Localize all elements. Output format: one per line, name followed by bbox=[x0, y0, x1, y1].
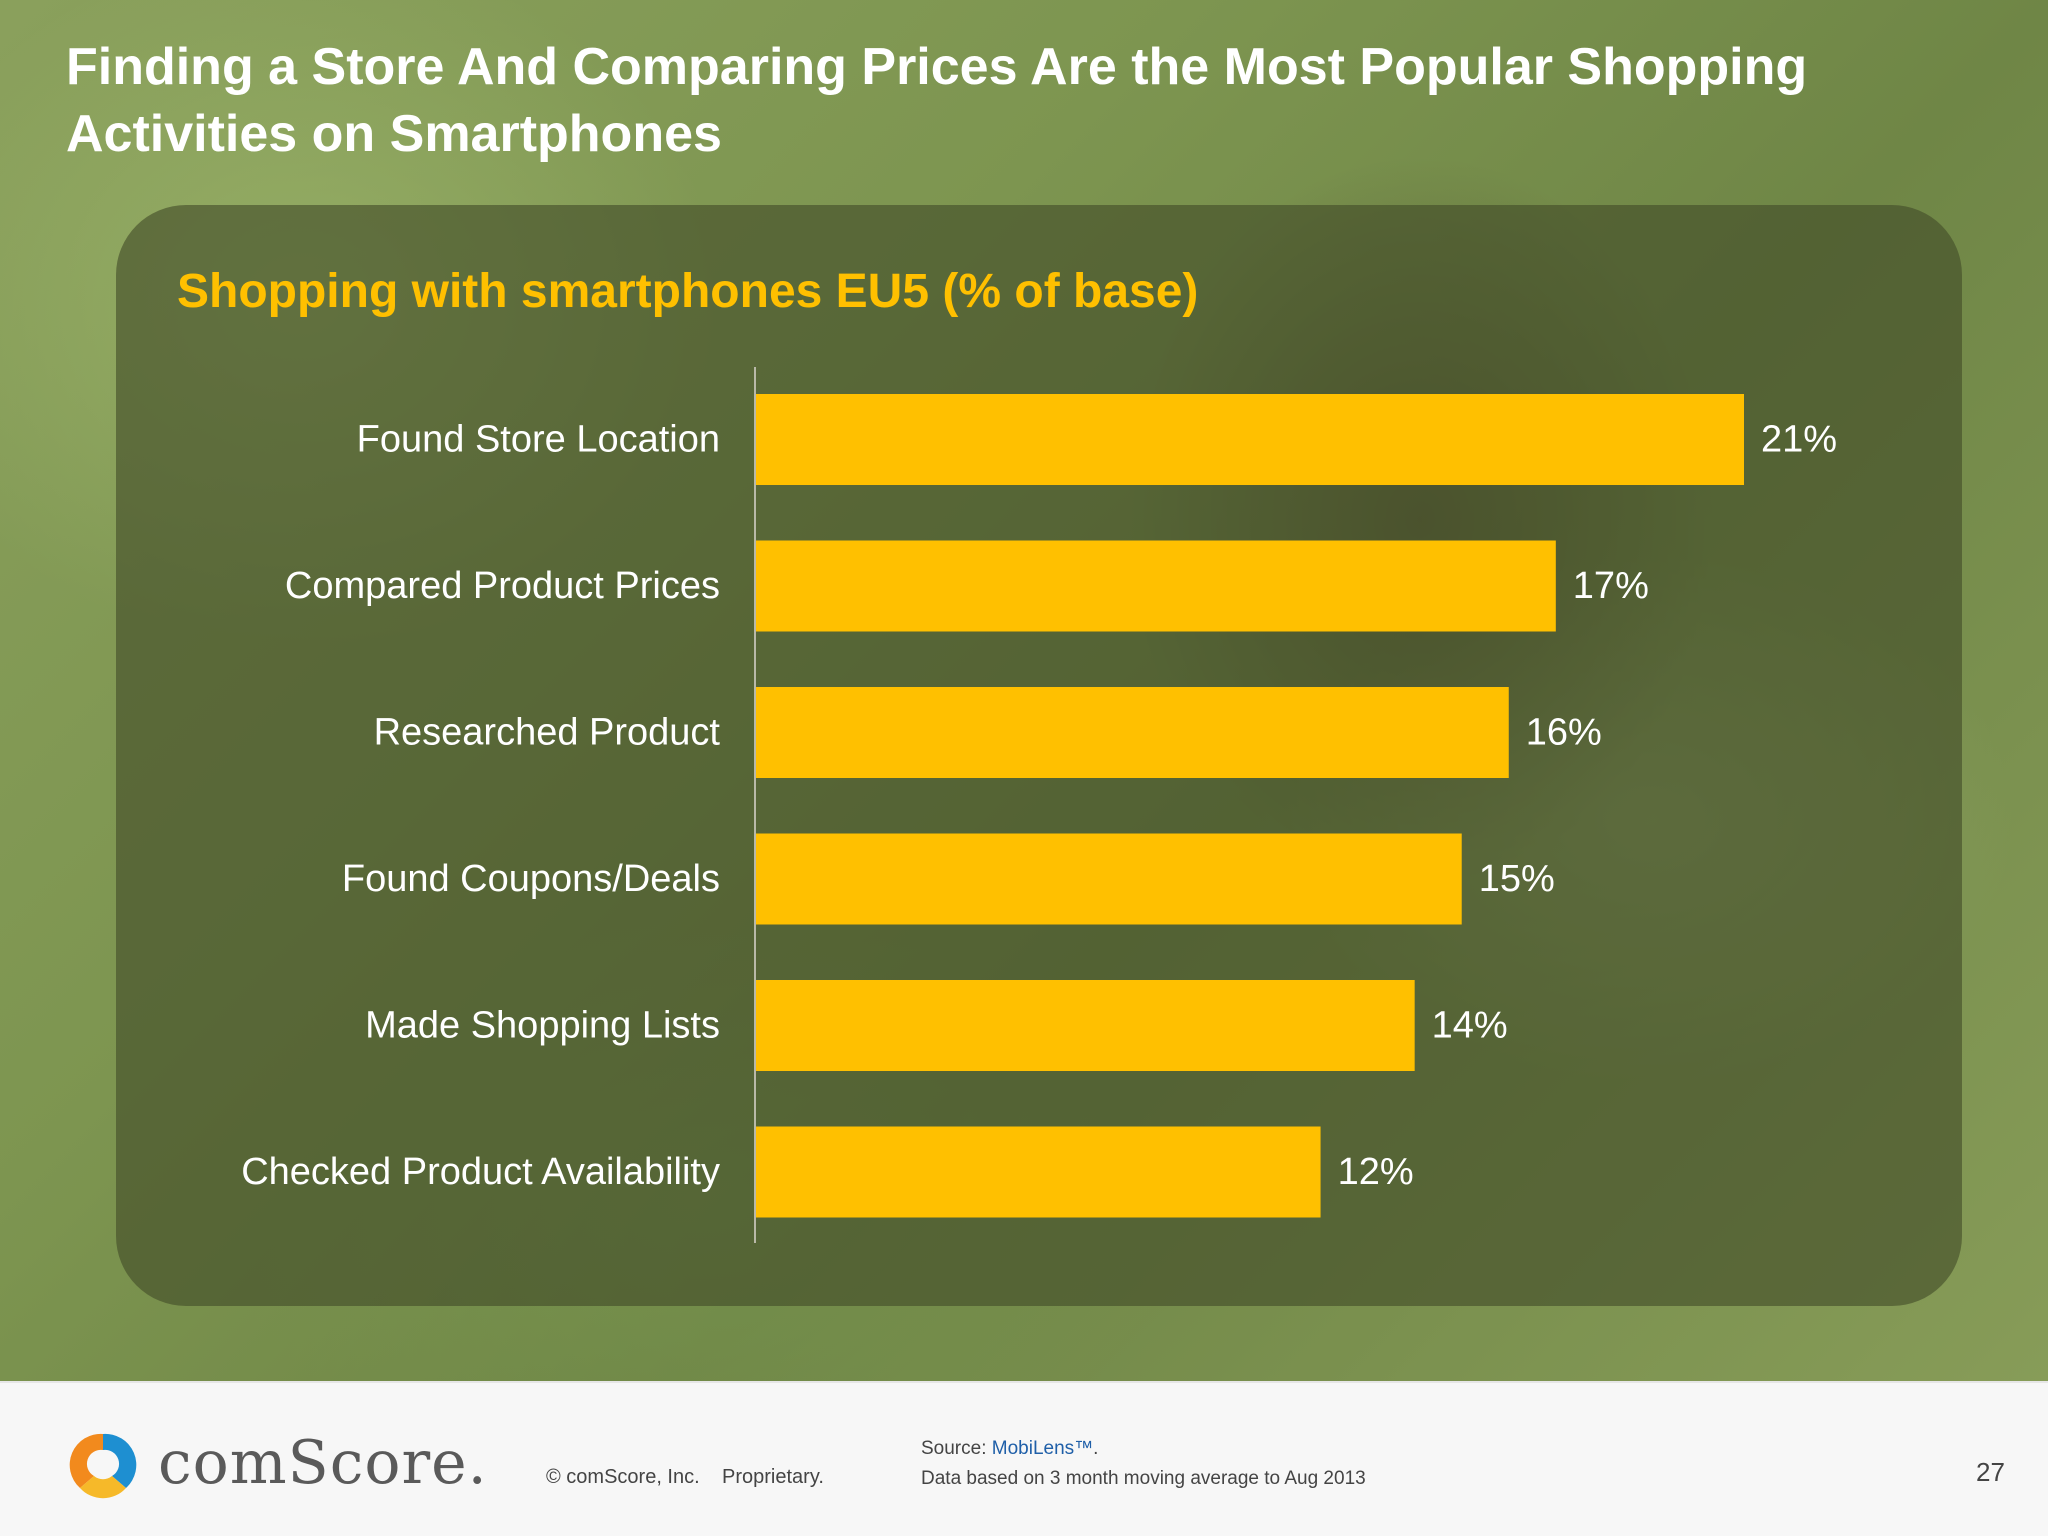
source-link[interactable]: MobiLens™ bbox=[991, 1438, 1094, 1459]
source-prefix: Source: bbox=[921, 1438, 992, 1459]
proprietary-note: Proprietary. bbox=[722, 1466, 824, 1488]
data-label: 12% bbox=[1338, 1151, 1414, 1193]
bar bbox=[756, 687, 1509, 778]
bar bbox=[756, 833, 1462, 925]
category-label: Compared Product Prices bbox=[285, 565, 720, 607]
chart-title: Shopping with smartphones EU5 (% of base… bbox=[177, 265, 1199, 318]
category-label: Checked Product Availability bbox=[241, 1151, 720, 1193]
data-label: 17% bbox=[1573, 565, 1649, 607]
data-label: 15% bbox=[1479, 858, 1555, 900]
bar bbox=[756, 980, 1415, 1071]
category-label: Made Shopping Lists bbox=[365, 1005, 720, 1047]
data-note: Data based on 3 month moving average to … bbox=[921, 1468, 1366, 1489]
brand-name: comScore. bbox=[158, 1428, 488, 1498]
bar-chart: Found Store Location 21% Compared Product … bbox=[241, 367, 1837, 1243]
data-label: 14% bbox=[1432, 1005, 1508, 1047]
bar bbox=[756, 540, 1556, 632]
data-label: 21% bbox=[1761, 419, 1837, 461]
category-label: Researched Product bbox=[374, 712, 721, 754]
page-number: 27 bbox=[1976, 1457, 2005, 1487]
copyright: © comScore, Inc. bbox=[546, 1466, 700, 1488]
footer bbox=[0, 1381, 2048, 1536]
source-suffix: . bbox=[1093, 1438, 1099, 1459]
source-note: Source: MobiLens™. Data based on 3 month… bbox=[921, 1434, 1366, 1494]
comscore-logo-icon bbox=[69, 1433, 137, 1499]
bar bbox=[756, 1126, 1321, 1218]
data-label: 16% bbox=[1526, 712, 1602, 754]
category-label: Found Coupons/Deals bbox=[342, 858, 720, 900]
slide-title: Finding a Store And Comparing Prices Are… bbox=[66, 38, 1808, 163]
category-label: Found Store Location bbox=[357, 419, 720, 461]
bar bbox=[756, 394, 1744, 485]
